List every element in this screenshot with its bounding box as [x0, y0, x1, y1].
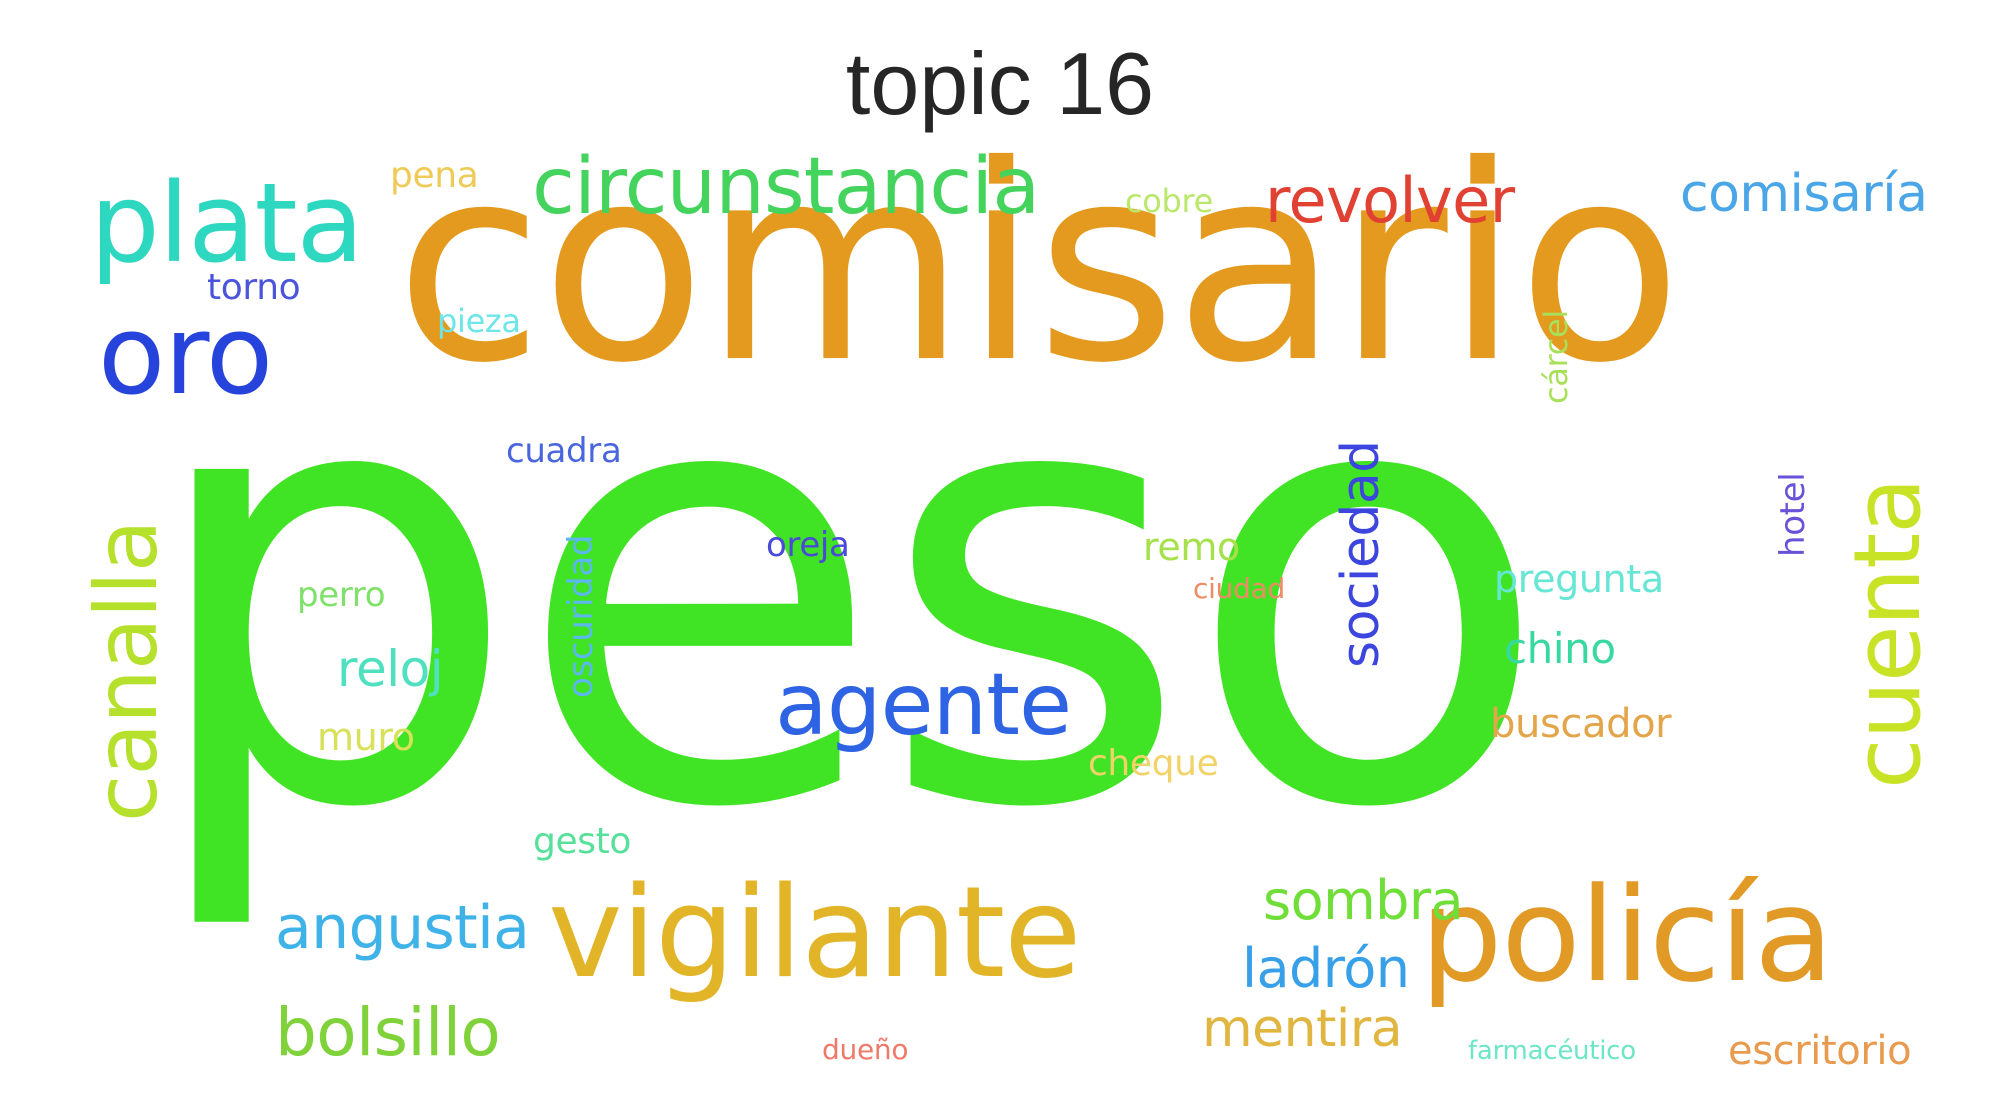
word-pregunta: pregunta — [1494, 557, 1664, 601]
word-cuenta: cuenta — [1834, 478, 1941, 789]
word-muro: muro — [317, 715, 415, 759]
word-peso: peso — [140, 240, 1552, 939]
word-sociedad: sociedad — [1331, 440, 1391, 668]
word-mentira: mentira — [1202, 999, 1403, 1059]
word-revolver: revolver — [1265, 164, 1515, 237]
word-carcel: cárcel — [1537, 310, 1575, 404]
chart-title: topic 16 — [845, 34, 1155, 133]
word-oreja: oreja — [766, 525, 850, 565]
word-dueno: dueño — [822, 1033, 909, 1066]
word-buscador: buscador — [1490, 701, 1672, 747]
word-cobre: cobre — [1125, 182, 1214, 220]
word-canalla: canalla — [77, 520, 177, 822]
word-plata: plata — [90, 159, 364, 287]
word-chino: chino — [1504, 624, 1616, 673]
word-angustia: angustia — [275, 893, 530, 963]
word-policia: policía — [1420, 859, 1834, 1011]
word-hotel: hotel — [1773, 472, 1813, 557]
word-cheque: cheque — [1088, 743, 1219, 784]
word-gesto: gesto — [533, 821, 632, 862]
word-comisaria: comisaría — [1680, 164, 1928, 224]
word-reloj: reloj — [337, 640, 444, 698]
word-vigilante: vigilante — [548, 859, 1081, 1006]
word-ciudad: ciudad — [1193, 572, 1285, 605]
word-pieza: pieza — [437, 302, 521, 340]
word-oro: oro — [98, 291, 273, 419]
word-comisario: comisario — [395, 107, 1682, 422]
word-cuadra: cuadra — [506, 431, 622, 471]
word-escritorio: escritorio — [1728, 1028, 1912, 1074]
word-torno: torno — [207, 267, 301, 308]
word-bolsillo: bolsillo — [275, 994, 501, 1071]
word-circunstancia: circunstancia — [532, 142, 1040, 232]
word-ladron: ladrón — [1242, 937, 1410, 1000]
word-pena: pena — [390, 155, 479, 196]
word-oscuridad: oscuridad — [561, 534, 601, 698]
word-sombra: sombra — [1263, 869, 1464, 932]
word-agente: agente — [775, 655, 1072, 755]
word-remo: remo — [1143, 525, 1240, 569]
word-farmaceutico: farmacéutico — [1468, 1036, 1636, 1066]
word-perro: perro — [297, 575, 386, 615]
